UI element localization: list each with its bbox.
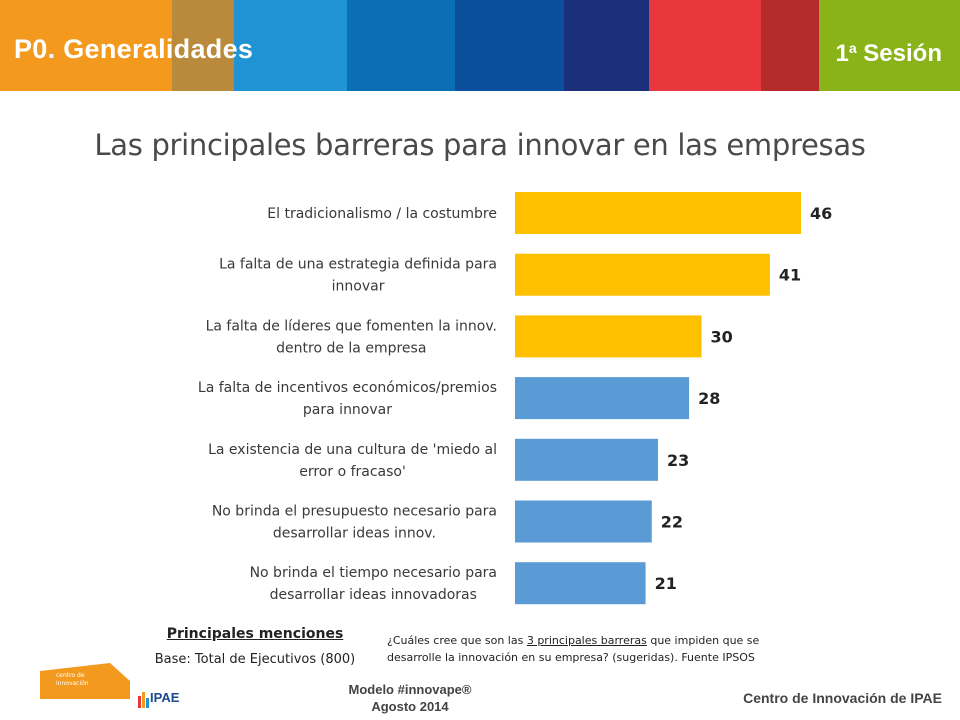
session-number: 1 — [835, 40, 849, 67]
category-label: La existencia de una cultura de 'miedo a… — [208, 442, 497, 458]
category-label: innovar — [332, 279, 385, 295]
centro-logo-text: centro de innovación — [56, 672, 89, 688]
category-label: desarrollar ideas innovadoras — [270, 587, 477, 603]
question-post: que impiden que se desarrolle la innovac… — [387, 634, 760, 664]
bar — [515, 562, 646, 605]
chart-title: Las principales barreras para innovar en… — [94, 128, 866, 162]
session-label: 1a Sesión — [835, 40, 942, 68]
centro-logo-line2: innovación — [56, 680, 89, 687]
header-stripe — [347, 0, 455, 91]
category-label: La falta de una estrategia definida para — [219, 257, 497, 273]
bar — [515, 438, 658, 481]
header-stripe — [172, 0, 234, 91]
data-label: 28 — [698, 389, 720, 408]
category-label: desarrollar ideas innov. — [273, 526, 436, 542]
header-stripe — [234, 0, 347, 91]
footer-model-name: Modelo #innovape® — [348, 682, 472, 697]
bar — [515, 500, 652, 543]
bar — [515, 253, 770, 296]
bar — [515, 192, 801, 234]
data-label: 22 — [661, 513, 683, 532]
question-underlined: 3 principales barreras — [526, 634, 647, 647]
ipae-logo-icon — [138, 692, 149, 708]
centro-logo-shape — [40, 663, 130, 699]
category-label: La falta de incentivos económicos/premio… — [198, 380, 497, 396]
bar — [515, 315, 702, 358]
category-label: error o fracaso' — [299, 464, 406, 480]
data-label: 30 — [711, 327, 733, 346]
data-label: 23 — [667, 451, 689, 470]
centro-logo-line1: centro de — [56, 672, 85, 679]
notes-base: Base: Total de Ejecutivos (800) — [154, 652, 356, 667]
ipae-logo-text: IPAE — [150, 690, 180, 705]
category-label: dentro de la empresa — [276, 340, 426, 356]
notes-title: Principales menciones — [166, 626, 344, 642]
ipae-logo: IPAE — [138, 690, 198, 714]
data-label: 41 — [779, 266, 801, 285]
section-title: P0. Generalidades — [14, 34, 254, 64]
header-stripe — [0, 0, 172, 91]
category-label: para innovar — [303, 402, 392, 418]
header-stripe — [564, 0, 649, 91]
data-label: 46 — [810, 204, 832, 223]
category-label: No brinda el tiempo necesario para — [250, 565, 497, 581]
centro-innovacion-logo: centro de innovación — [40, 663, 130, 699]
survey-question: ¿Cuáles cree que son las 3 principales b… — [387, 632, 787, 666]
header-stripe — [761, 0, 819, 91]
category-label: El tradicionalismo / la costumbre — [267, 206, 497, 222]
category-label: No brinda el presupuesto necesario para — [212, 504, 497, 520]
bar — [515, 377, 690, 420]
category-label: La falta de líderes que fomenten la inno… — [206, 318, 497, 334]
footer-org: Centro de Innovación de IPAE — [743, 690, 942, 706]
data-label: 21 — [655, 574, 677, 593]
footer-model: Modelo #innovape® Agosto 2014 — [280, 681, 540, 715]
header-stripe — [819, 0, 960, 91]
header-stripe — [455, 0, 564, 91]
session-word: Sesión — [863, 40, 942, 67]
question-pre: ¿Cuáles cree que son las — [387, 634, 527, 647]
header-stripe — [649, 0, 761, 91]
header-band: P0. Generalidades 1a Sesión — [0, 0, 960, 91]
session-ordinal: a — [848, 40, 857, 56]
footer-date: Agosto 2014 — [371, 699, 449, 714]
